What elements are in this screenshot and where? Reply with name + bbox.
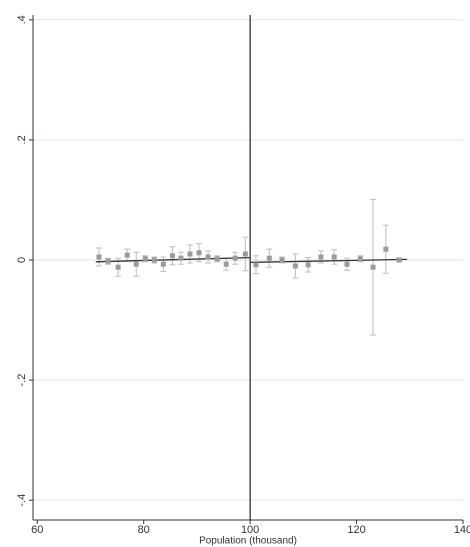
point bbox=[370, 264, 376, 270]
point bbox=[253, 262, 259, 268]
y-tick-label: .2 bbox=[16, 135, 28, 144]
point bbox=[115, 264, 121, 270]
x-tick-label: 80 bbox=[138, 524, 150, 536]
point bbox=[266, 255, 272, 261]
y-tick-label: 0 bbox=[16, 257, 28, 263]
y-tick-label: -.4 bbox=[16, 494, 28, 507]
point bbox=[124, 252, 130, 258]
point bbox=[279, 257, 285, 263]
x-tick-label: 100 bbox=[241, 524, 259, 536]
point bbox=[151, 257, 157, 263]
point bbox=[305, 262, 311, 268]
point bbox=[169, 253, 175, 259]
point bbox=[96, 254, 102, 260]
point bbox=[160, 261, 166, 267]
point bbox=[205, 254, 211, 260]
y-tick-label: -.2 bbox=[16, 374, 28, 387]
point bbox=[133, 261, 139, 267]
x-tick-label: 140 bbox=[454, 524, 470, 536]
point bbox=[223, 261, 229, 267]
x-tick-label: 60 bbox=[31, 524, 43, 536]
point bbox=[242, 251, 248, 257]
point bbox=[292, 263, 298, 269]
point bbox=[331, 254, 337, 260]
x-axis-label: Population (thousand) bbox=[199, 536, 297, 547]
point bbox=[214, 256, 220, 262]
point bbox=[232, 255, 238, 261]
point bbox=[357, 256, 363, 262]
point bbox=[178, 255, 184, 261]
point bbox=[187, 251, 193, 257]
point bbox=[196, 250, 202, 256]
fit-line bbox=[95, 256, 251, 263]
x-tick-label: 120 bbox=[347, 524, 365, 536]
point bbox=[383, 246, 389, 252]
point bbox=[105, 258, 111, 264]
point bbox=[318, 254, 324, 260]
point bbox=[396, 257, 402, 263]
fit-line bbox=[250, 258, 408, 264]
point bbox=[344, 261, 350, 267]
y-tick-label: .4 bbox=[16, 15, 28, 24]
point bbox=[142, 256, 148, 262]
